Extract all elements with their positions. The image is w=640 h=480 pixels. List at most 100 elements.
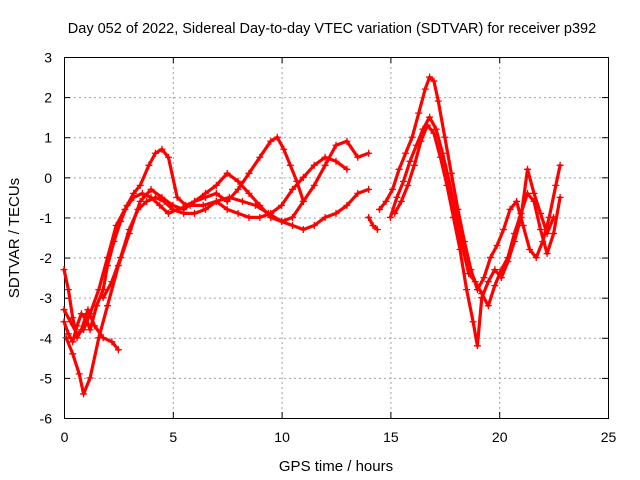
data-point-marker [201, 189, 209, 197]
chart-title: Day 052 of 2022, Sidereal Day-to-day VTE… [68, 21, 596, 37]
y-tick-label: 3 [44, 50, 52, 66]
axis-ticks: 0 5 10 15 20 25 -6 -5 -4 -3 -2 -1 0 1 2 3 [40, 50, 617, 446]
data-point-marker [426, 113, 434, 121]
data-point-marker [519, 221, 527, 229]
data-point-marker [138, 189, 146, 197]
data-point-marker [60, 318, 68, 326]
data-point-marker [121, 205, 129, 213]
data-point-marker [497, 266, 505, 274]
y-tick-label: -3 [40, 290, 53, 306]
data-point-marker [104, 254, 112, 262]
data-point-marker [90, 322, 98, 330]
data-point-marker [395, 165, 403, 173]
data-point-marker [69, 338, 77, 346]
series-track-2 [60, 185, 373, 338]
data-point-marker [530, 189, 538, 197]
data-point-marker [104, 302, 112, 310]
data-point-marker [212, 189, 220, 197]
data-point-marker [543, 229, 551, 237]
series-line [64, 139, 371, 396]
data-point-marker [458, 242, 466, 250]
data-point-marker [117, 254, 125, 262]
data-point-marker [145, 161, 153, 169]
x-tick-label: 10 [274, 429, 290, 445]
data-point-marker [99, 334, 107, 342]
data-point-marker [156, 201, 164, 209]
data-point-marker [332, 209, 340, 217]
data-point-marker [373, 225, 381, 233]
data-point-marker [143, 197, 151, 205]
data-point-marker [354, 189, 362, 197]
series-track-3 [62, 137, 373, 398]
data-point-marker [447, 169, 455, 177]
data-point-marker [434, 97, 442, 105]
data-point-marker [408, 133, 416, 141]
data-point-marker [343, 137, 351, 145]
data-point-marker [80, 390, 88, 398]
data-point-marker [99, 294, 107, 302]
data-point-marker [473, 342, 481, 350]
data-point-marker [299, 197, 307, 205]
data-point-marker [223, 169, 231, 177]
data-point-marker [108, 338, 116, 346]
plot-frame [64, 57, 609, 419]
data-point-marker [256, 153, 264, 161]
data-point-marker [84, 306, 92, 314]
data-point-marker [526, 246, 534, 254]
data-point-marker [225, 193, 233, 201]
data-point-marker [136, 197, 144, 205]
data-point-marker [354, 153, 362, 161]
data-point-marker [510, 229, 518, 237]
data-point-marker [382, 197, 390, 205]
data-point-marker [376, 205, 384, 213]
data-point-marker [486, 254, 494, 262]
data-point-marker [415, 109, 423, 117]
series-track-7 [376, 73, 564, 294]
data-point-marker [310, 161, 318, 169]
data-point-marker [426, 73, 434, 81]
data-point-marker [158, 145, 166, 153]
data-point-marker [201, 205, 209, 213]
series-line [62, 268, 120, 352]
data-point-marker [278, 201, 286, 209]
y-tick-label: -1 [40, 210, 53, 226]
x-tick-label: 15 [383, 429, 399, 445]
data-point-marker [504, 254, 512, 262]
data-point-marker [491, 266, 499, 274]
data-point-marker [173, 193, 181, 201]
y-tick-label: 0 [44, 170, 52, 186]
data-point-marker [399, 177, 407, 185]
data-point-marker [73, 334, 81, 342]
series-line [393, 123, 556, 348]
data-point-marker [530, 197, 538, 205]
data-point-marker [234, 177, 242, 185]
series-track-6 [365, 213, 381, 233]
data-point-marker [386, 213, 394, 221]
data-point-marker [256, 201, 264, 209]
data-point-marker [223, 205, 231, 213]
data-point-marker [517, 209, 525, 217]
data-point-marker [95, 286, 103, 294]
data-point-marker [432, 125, 440, 133]
data-point-marker [419, 125, 427, 133]
data-point-marker [273, 133, 281, 141]
data-point-marker [491, 282, 499, 290]
series-track-5 [60, 266, 122, 354]
y-tick-label: -2 [40, 250, 53, 266]
data-point-marker [64, 330, 72, 338]
data-point-marker [60, 306, 68, 314]
data-point-marker [75, 370, 83, 378]
data-point-marker [556, 193, 564, 201]
data-point-marker [147, 185, 155, 193]
data-point-marker [393, 193, 401, 201]
data-point-marker [212, 197, 220, 205]
data-point-marker [212, 181, 220, 189]
data-point-marker [452, 209, 460, 217]
data-point-marker [537, 225, 545, 233]
data-point-marker [310, 221, 318, 229]
data-point-marker [130, 193, 138, 201]
y-tick-label: -5 [40, 370, 53, 386]
data-point-marker [365, 149, 373, 157]
data-point-marker [160, 197, 168, 205]
data-point-marker [343, 165, 351, 173]
